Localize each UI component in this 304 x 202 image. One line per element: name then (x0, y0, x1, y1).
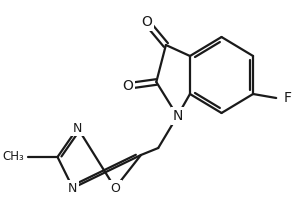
Text: CH₃: CH₃ (2, 150, 24, 163)
Text: O: O (122, 79, 133, 93)
Text: O: O (141, 15, 152, 29)
Text: O: O (110, 182, 120, 195)
Text: N: N (73, 121, 82, 135)
Text: N: N (68, 182, 78, 195)
Text: N: N (172, 109, 183, 123)
Text: F: F (284, 91, 292, 105)
